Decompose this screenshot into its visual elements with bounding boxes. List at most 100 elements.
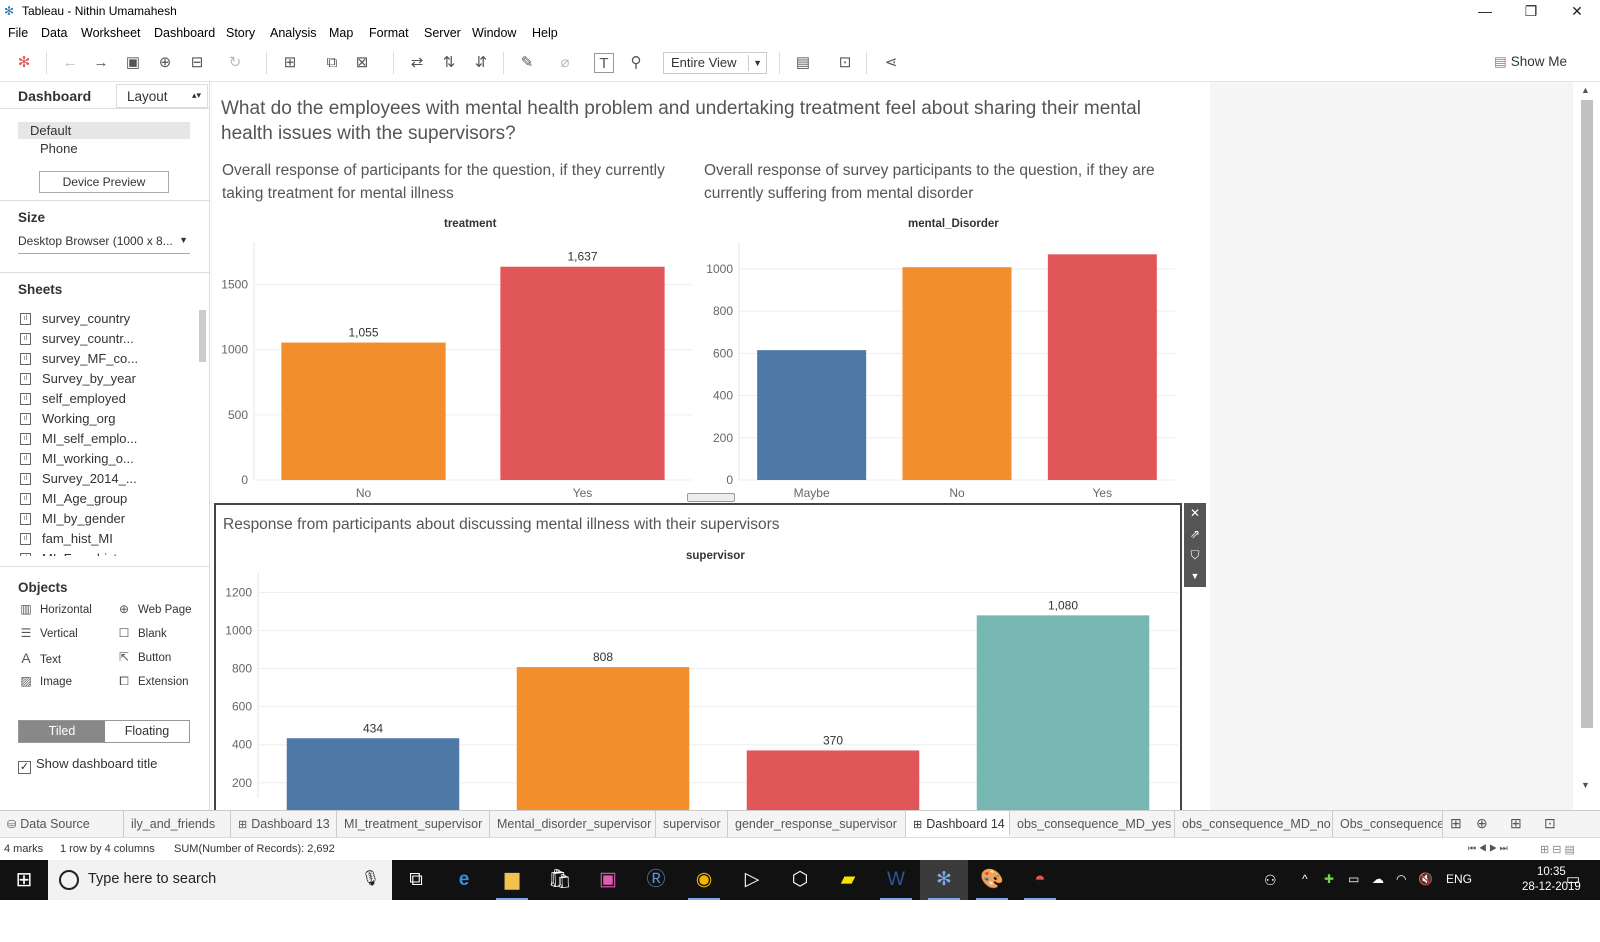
pause-updates-icon[interactable]: ⊟ <box>190 54 204 71</box>
tab-sheet[interactable]: obs_consequence_MD_yes <box>1010 811 1175 837</box>
tiled-button[interactable]: Tiled <box>19 721 105 742</box>
supervisor-chart[interactable]: 200 400 600 800 1000 1200 434 808 370 1,080 <box>216 563 1180 810</box>
people-icon[interactable]: ⚇ <box>1264 872 1277 888</box>
tab-dashboard-13[interactable]: ⊞ Dashboard 13 <box>231 811 337 837</box>
floating-button[interactable]: Floating <box>124 724 170 738</box>
sheet-list-item[interactable]: ıl MI_Age_group <box>18 490 198 510</box>
tab-dashboard-14[interactable]: ⊞ Dashboard 14 <box>906 811 1010 837</box>
file-explorer-icon[interactable]: ▆ <box>488 860 536 900</box>
new-story-tab-icon[interactable]: ⊡ <box>1544 815 1556 831</box>
new-data-source-icon[interactable]: ⊕ <box>158 54 172 71</box>
menu-server[interactable]: Server <box>424 26 461 40</box>
object-vertical[interactable]: ☰ Vertical <box>18 626 78 640</box>
object-blank[interactable]: ☐ Blank <box>116 626 167 640</box>
sheet-list-scrollbar[interactable] <box>199 310 206 362</box>
device-default-option[interactable]: Default <box>18 122 190 139</box>
more-options-icon[interactable]: ▼ <box>1190 571 1200 581</box>
show-title-checkbox[interactable]: ✓ Show dashboard title <box>18 756 157 774</box>
menu-help[interactable]: Help <box>532 26 558 40</box>
redo-icon[interactable]: → <box>93 54 109 71</box>
sheet-list-item[interactable]: ıl MI_self_emplo... <box>18 430 198 450</box>
virtualbox-icon[interactable]: ⬡ <box>791 869 809 890</box>
fit-view-select[interactable]: Entire View ▼ <box>663 52 767 74</box>
object-text[interactable]: A Text <box>18 650 61 666</box>
menu-window[interactable]: Window <box>472 26 517 40</box>
sheet-list-item[interactable]: ıl survey_MF_co... <box>18 350 198 370</box>
tab-sheet[interactable]: supervisor <box>656 811 728 837</box>
show-me-button[interactable]: ▤ Show Me <box>1494 54 1567 70</box>
tab-dashboard[interactable]: Dashboard <box>18 88 92 104</box>
minimize-button[interactable]: — <box>1478 3 1492 19</box>
powershell-icon[interactable]: ▷ <box>744 869 760 890</box>
splitter-handle[interactable] <box>687 493 735 502</box>
canvas-vertical-scrollbar[interactable]: ▲ ▼ <box>1573 82 1600 810</box>
menu-dashboard[interactable]: Dashboard <box>154 26 216 40</box>
store-icon[interactable]: 🛍 <box>547 869 573 890</box>
sheet-list-item[interactable]: ıl MI_working_o... <box>18 450 198 470</box>
app-icon[interactable]: ◓ <box>1016 860 1064 900</box>
sheet-list-item[interactable]: ıl Survey_by_year <box>18 370 198 390</box>
tab-data-source[interactable]: ⛁ Data Source <box>0 811 124 837</box>
sort-descending-icon[interactable]: ⇵ <box>474 54 488 71</box>
scroll-thumb[interactable] <box>1581 100 1593 728</box>
new-worksheet-tab-icon[interactable]: ⊕ <box>1476 815 1488 831</box>
tab-sheet[interactable]: Mental_disorder_supervisor <box>490 811 656 837</box>
tab-sheet[interactable]: obs_consequence_MD_no <box>1175 811 1333 837</box>
fix-axes-icon[interactable]: ⚲ <box>630 54 642 71</box>
chevron-up-icon[interactable]: ^ <box>1302 872 1308 886</box>
volume-muted-icon[interactable]: 🔇 <box>1418 872 1433 886</box>
taskbar-search[interactable]: Type here to search 🎙 <box>48 860 392 900</box>
highlight-icon[interactable]: ✎ <box>520 54 534 71</box>
language-indicator[interactable]: ENG <box>1446 872 1473 886</box>
tab-sheet[interactable]: Obs_consequence <box>1333 811 1443 837</box>
menu-file[interactable]: File <box>8 26 29 40</box>
task-view-icon[interactable]: ⧉ <box>409 869 423 890</box>
remove-zone-icon[interactable]: ✕ <box>1189 506 1201 520</box>
menu-story[interactable]: Story <box>226 26 256 40</box>
tab-overflow-icon[interactable]: ⊞ <box>1450 815 1462 831</box>
sheet-list-item[interactable]: ıl Working_org <box>18 410 198 430</box>
mental-disorder-chart[interactable]: 0 200 400 600 800 1000 Maybe No Yes <box>697 232 1177 502</box>
duplicate-sheet-icon[interactable]: ⧉ <box>326 54 338 71</box>
sheet-list-item[interactable]: ıl MI_by_gender <box>18 510 198 530</box>
edge-icon[interactable]: e <box>458 869 470 890</box>
sheet-list-item[interactable]: ıl MI_Fam_hist <box>18 550 198 556</box>
share-icon[interactable]: ⋖ <box>884 54 898 71</box>
new-dashboard-tab-icon[interactable]: ⊞ <box>1510 815 1522 831</box>
chrome-icon[interactable]: ◉ <box>680 860 728 900</box>
word-icon[interactable]: W <box>872 860 920 900</box>
security-icon[interactable]: ✚ <box>1324 872 1335 886</box>
object-image[interactable]: ▨ Image <box>18 674 72 688</box>
menu-data[interactable]: Data <box>41 26 68 40</box>
device-preview-button[interactable]: Device Preview <box>39 171 169 193</box>
object-horizontal[interactable]: ▥ Horizontal <box>18 602 91 616</box>
show-cards-icon[interactable]: ▤ <box>795 54 811 71</box>
group-members-icon[interactable]: ⌀ <box>560 54 570 71</box>
treatment-chart[interactable]: 0 500 1000 1500 1,055 No 1,637 Yes <box>212 232 697 502</box>
paint-icon[interactable]: 🎨 <box>968 860 1016 900</box>
menu-format[interactable]: Format <box>369 26 409 40</box>
clear-sheet-icon[interactable]: ⊠ <box>355 54 369 71</box>
size-select[interactable]: Desktop Browser (1000 x 8... ▼ <box>18 234 190 254</box>
sheet-navigation-icons[interactable]: ⏮ ◀ ▶ ⏭ <box>1468 843 1508 853</box>
presentation-mode-icon[interactable]: ⊡ <box>838 54 852 71</box>
object-web-page[interactable]: ⊕ Web Page <box>116 602 192 616</box>
sheet-list-item[interactable]: ıl survey_country <box>18 310 198 330</box>
tab-sheet[interactable]: ily_and_friends <box>124 811 231 837</box>
wifi-icon[interactable]: ◠ <box>1396 872 1407 886</box>
tableau-taskbar-icon[interactable]: ✻ <box>920 860 968 900</box>
object-extension[interactable]: ⧠ Extension <box>116 674 188 689</box>
sheet-list-item[interactable]: ıl self_employed <box>18 390 198 410</box>
restore-button[interactable]: ❐ <box>1524 3 1538 19</box>
scroll-down-icon[interactable]: ▼ <box>1581 780 1590 790</box>
r-icon[interactable]: Ⓡ <box>646 869 666 890</box>
show-mark-labels-icon[interactable]: T <box>594 53 614 73</box>
scroll-up-icon[interactable]: ▲ <box>1581 85 1590 95</box>
sheet-list-item[interactable]: ıl Survey_2014_... <box>18 470 198 490</box>
sheet-list-item[interactable]: ıl fam_hist_MI <box>18 530 198 550</box>
tab-sheet[interactable]: MI_treatment_supervisor <box>337 811 490 837</box>
tableau-home-icon[interactable]: ✻ <box>17 54 31 71</box>
supervisor-zone[interactable]: Response from participants about discuss… <box>214 503 1182 810</box>
go-to-sheet-icon[interactable]: ⇗ <box>1189 527 1201 541</box>
object-button[interactable]: ⇱ Button <box>116 650 171 664</box>
